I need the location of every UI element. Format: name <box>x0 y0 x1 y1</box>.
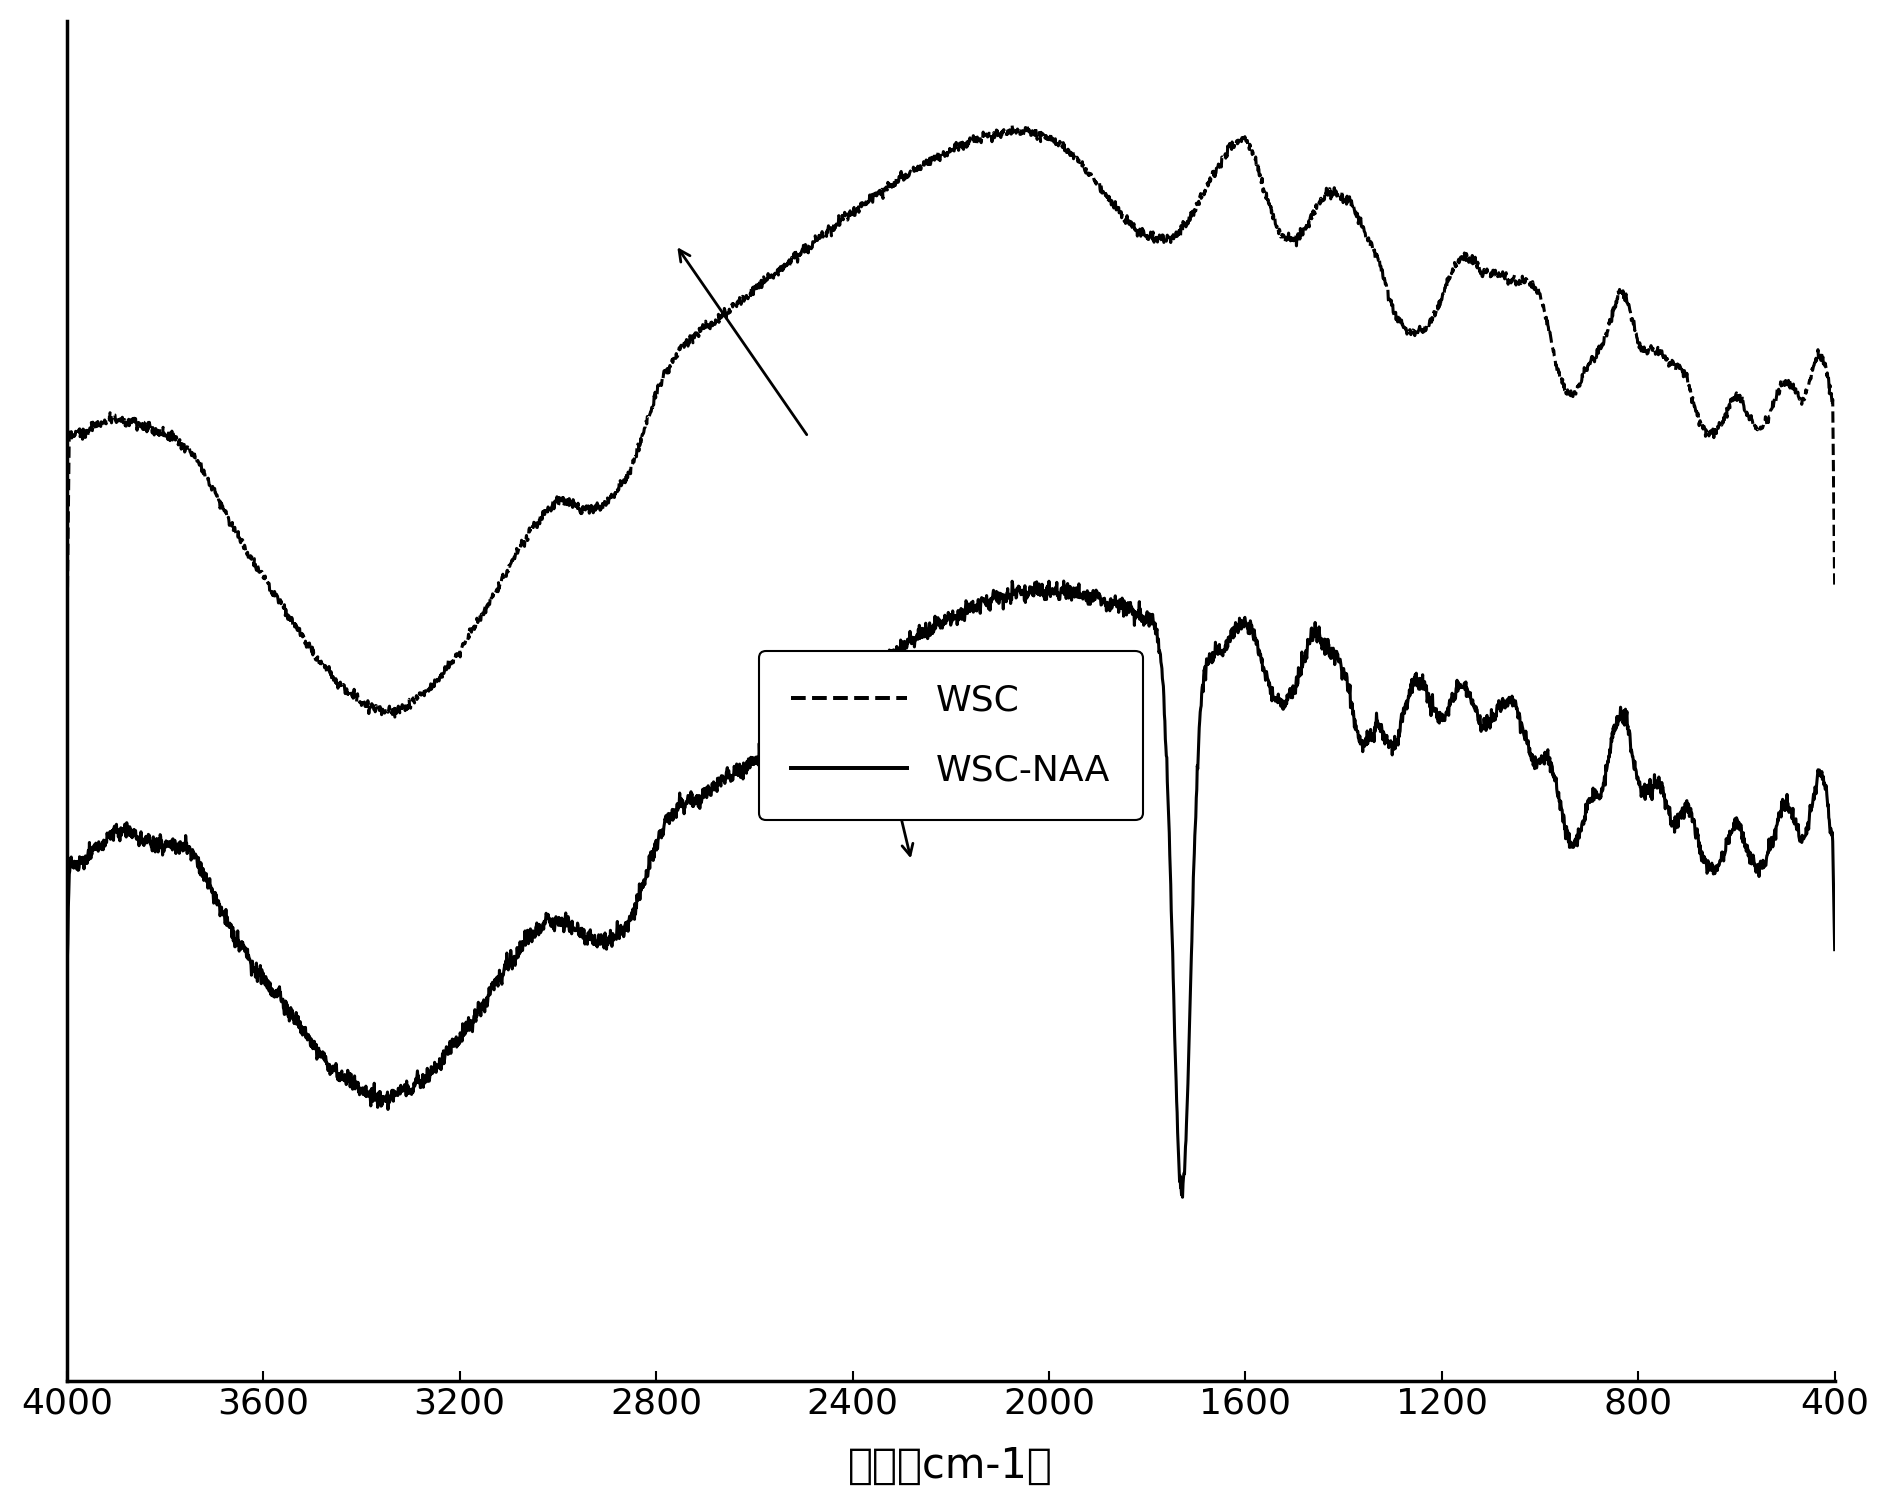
WSC-NAA <box>1277 685 1300 703</box>
Line: WSC-NAA: WSC-NAA <box>66 581 1834 1197</box>
Legend: WSC, WSC-NAA: WSC, WSC-NAA <box>759 651 1143 820</box>
WSC <box>268 593 291 611</box>
WSC <box>166 436 189 454</box>
WSC-NAA <box>266 988 289 1006</box>
WSC <box>1277 231 1300 249</box>
WSC <box>1001 116 1024 134</box>
X-axis label: 波数（cm-1）: 波数（cm-1） <box>848 1445 1052 1487</box>
WSC-NAA <box>166 843 189 861</box>
WSC-NAA <box>268 977 291 995</box>
WSC-NAA <box>1823 941 1846 959</box>
WSC-NAA <box>1171 1188 1194 1206</box>
WSC <box>1421 306 1443 324</box>
WSC <box>383 709 406 727</box>
WSC-NAA <box>55 977 77 995</box>
WSC-NAA <box>604 930 627 949</box>
WSC <box>604 483 627 501</box>
WSC-NAA <box>1052 572 1075 590</box>
WSC <box>1823 579 1846 597</box>
WSC-NAA <box>1421 703 1443 721</box>
WSC <box>55 642 77 661</box>
WSC <box>266 587 289 605</box>
Line: WSC: WSC <box>66 125 1834 718</box>
